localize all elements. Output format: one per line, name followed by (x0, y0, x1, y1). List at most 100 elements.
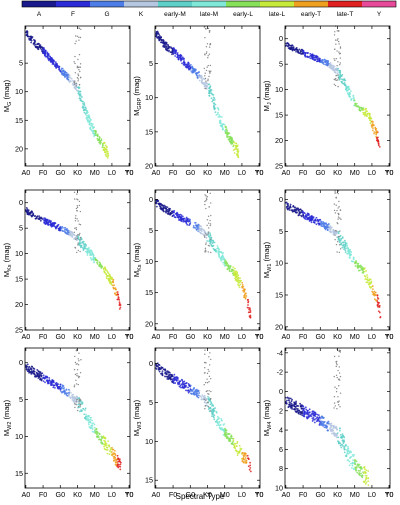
data-point (211, 409, 214, 411)
data-point (206, 198, 208, 201)
data-point (336, 30, 338, 32)
data-point (302, 51, 305, 54)
data-point (27, 368, 30, 370)
data-point (118, 465, 120, 468)
data-point (235, 445, 238, 448)
data-point (288, 404, 290, 406)
data-point (333, 395, 336, 398)
data-point (65, 389, 68, 391)
data-point (220, 123, 223, 125)
y-tick-label: 15 (145, 288, 153, 297)
data-point (78, 39, 80, 41)
x-tick-label: G0 (185, 332, 195, 341)
data-point (190, 393, 193, 395)
data-point (192, 70, 195, 72)
y-axis-title-unit: (mag) (132, 242, 141, 264)
x-tick-label: F0 (39, 168, 47, 177)
data-point (217, 107, 220, 110)
data-point (300, 215, 303, 218)
data-point (367, 477, 370, 479)
data-point (233, 446, 236, 449)
data-point (249, 466, 252, 469)
y-tick-label: 10 (15, 432, 23, 441)
data-point (352, 467, 355, 470)
data-point (371, 288, 374, 291)
data-point (212, 416, 215, 419)
data-point (188, 64, 191, 67)
data-point (78, 204, 81, 207)
data-point (163, 45, 166, 48)
data-point (315, 223, 318, 226)
data-point (74, 373, 77, 376)
data-point (155, 368, 158, 370)
data-point (308, 411, 311, 414)
data-point (209, 364, 211, 366)
data-point (75, 227, 77, 229)
data-point (354, 463, 356, 465)
data-point (44, 49, 47, 52)
data-point (78, 239, 81, 242)
data-point (35, 43, 37, 46)
data-point (211, 242, 214, 245)
y-axis-title-sub: GRP (137, 97, 143, 109)
x-tick-label: F0 (299, 168, 307, 177)
data-point (212, 411, 215, 414)
data-point (171, 49, 174, 52)
data-point (299, 413, 302, 416)
data-point (171, 210, 173, 213)
data-point (299, 411, 302, 414)
data-point (303, 414, 306, 416)
data-point (113, 457, 115, 460)
data-point (176, 216, 179, 219)
data-point (208, 92, 211, 94)
data-point (335, 427, 338, 430)
data-point (58, 386, 61, 388)
data-point (203, 235, 205, 237)
data-point (207, 244, 210, 247)
data-point (338, 372, 341, 374)
data-point (238, 451, 240, 454)
colorbar-label: early-M (164, 11, 186, 18)
data-point (74, 62, 76, 65)
data-point (57, 383, 59, 386)
data-point (212, 405, 215, 407)
data-point (183, 63, 186, 65)
data-point (77, 73, 79, 75)
data-point (342, 435, 345, 438)
data-point (210, 92, 213, 95)
data-point (183, 385, 186, 387)
data-point (102, 435, 105, 438)
data-point (75, 404, 77, 406)
data-point (319, 417, 322, 420)
data-point (177, 383, 180, 386)
data-point (41, 217, 43, 220)
data-point (355, 460, 358, 463)
data-point (78, 36, 80, 39)
data-point (203, 231, 206, 234)
data-point (87, 414, 90, 417)
data-point (318, 60, 321, 62)
data-point (206, 378, 208, 380)
data-point (220, 251, 223, 254)
data-point (165, 206, 168, 208)
data-point (114, 292, 116, 295)
data-point (105, 277, 108, 280)
data-point (293, 206, 296, 209)
data-point (35, 216, 38, 219)
data-point (51, 382, 53, 385)
data-point (74, 198, 76, 200)
data-point (375, 131, 378, 133)
data-point (101, 144, 104, 146)
data-point (93, 129, 96, 132)
data-point (333, 232, 336, 234)
data-point (235, 450, 238, 453)
data-point (191, 71, 194, 74)
data-point (243, 290, 246, 293)
data-point (205, 207, 207, 210)
data-point (200, 398, 203, 401)
data-point (88, 426, 91, 428)
data-point (336, 408, 338, 410)
data-point (208, 206, 210, 208)
data-point (83, 244, 86, 246)
data-point (74, 42, 76, 45)
